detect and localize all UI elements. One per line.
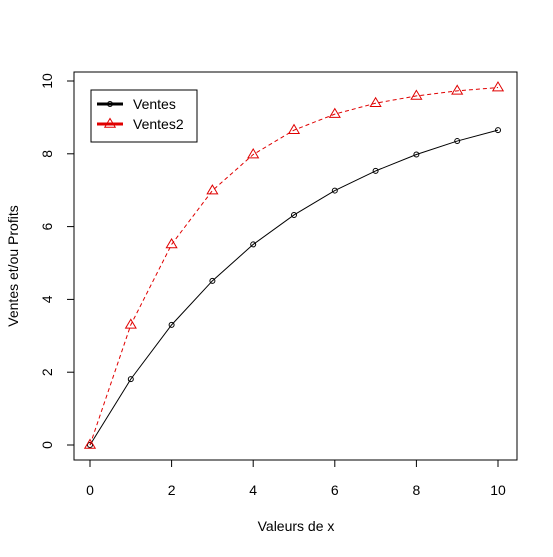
data-point (413, 151, 420, 158)
legend: Ventes Ventes2 (90, 89, 198, 143)
data-point (83, 438, 97, 449)
data-point (250, 241, 257, 248)
y-tick-label: 4 (39, 295, 55, 303)
data-point (124, 318, 137, 329)
y-tick-label: 2 (39, 368, 55, 376)
y-axis-label: Ventes et/ou Profits (5, 205, 21, 326)
series-2 (83, 81, 505, 449)
series-1 (87, 127, 501, 448)
data-point (247, 148, 260, 159)
x-tick-label: 2 (168, 482, 176, 498)
data-point (372, 167, 379, 174)
data-point (451, 84, 464, 95)
y-tick-label: 0 (39, 441, 55, 449)
legend-marker (107, 101, 113, 107)
x-tick-label: 6 (331, 482, 339, 498)
y-axis: 0 2 4 6 8 10 (39, 73, 75, 449)
legend-entry: Ventes (97, 96, 176, 112)
legend-label: Ventes (133, 96, 176, 112)
data-point (491, 81, 505, 92)
data-point (165, 237, 178, 249)
data-point (495, 127, 501, 134)
data-point (369, 96, 382, 108)
data-point (168, 321, 175, 328)
data-point (454, 138, 461, 145)
data-point (291, 211, 297, 218)
series-layer (83, 81, 505, 449)
data-point (287, 123, 301, 134)
y-tick-label: 6 (39, 222, 55, 230)
data-point (87, 442, 93, 448)
data-point (331, 187, 338, 194)
legend-box (90, 89, 198, 143)
x-tick-label: 4 (249, 482, 257, 498)
data-point (328, 107, 341, 118)
y-tick-label: 10 (39, 73, 55, 89)
x-axis-label: Valeurs de x (258, 518, 335, 534)
legend-label: Ventes2 (133, 116, 184, 132)
x-tick-label: 0 (86, 482, 94, 498)
data-point (209, 277, 216, 284)
series-line (89, 129, 499, 446)
legend-entry: Ventes2 (97, 116, 184, 132)
data-point (206, 184, 219, 195)
legend-marker (103, 117, 117, 128)
data-point (410, 89, 423, 100)
x-tick-label: 10 (490, 482, 506, 498)
series-line (89, 87, 499, 446)
y-tick-label: 8 (39, 150, 55, 158)
x-tick-label: 8 (413, 482, 421, 498)
x-axis: 0 2 4 6 8 10 (86, 459, 506, 498)
data-point (127, 376, 134, 383)
